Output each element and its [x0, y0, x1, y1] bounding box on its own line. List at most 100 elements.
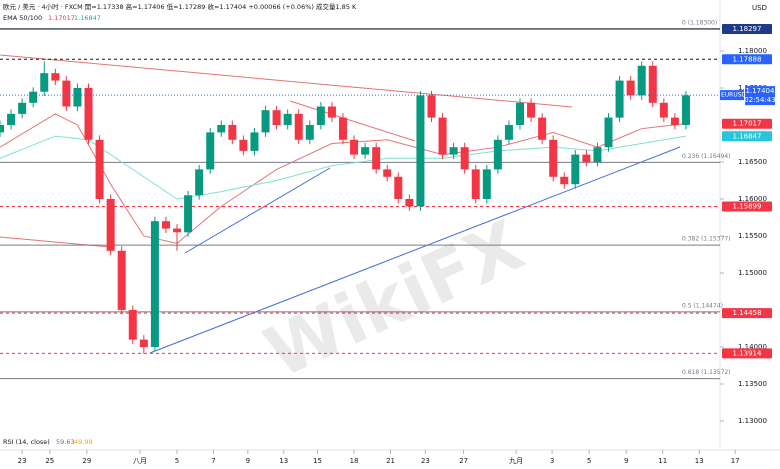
candle-body — [51, 73, 60, 81]
candle-body — [128, 309, 137, 340]
price-tag — [722, 201, 772, 212]
price-tag — [722, 308, 772, 319]
candle-body — [217, 124, 226, 133]
y-tick-label: 1.13000 — [738, 417, 767, 425]
candle-body — [438, 117, 447, 155]
y-tick-label: 1.15000 — [738, 269, 767, 277]
fib-label: 0.236 (1.16494) — [682, 153, 731, 160]
candle-body — [670, 117, 679, 125]
candle-body — [228, 124, 237, 140]
y-tick-label: 1.14000 — [738, 343, 767, 351]
x-tick-label: 25 — [45, 457, 54, 465]
candle-body — [626, 80, 635, 96]
candle-body — [593, 147, 602, 162]
candle-body — [184, 195, 193, 233]
candle-body — [7, 113, 16, 125]
x-tick-label: 17 — [731, 457, 740, 465]
rsi-label: RSI (14, close) — [3, 438, 50, 446]
candle-body — [294, 113, 303, 140]
x-tick-label: 13 — [695, 457, 704, 465]
candle-body — [516, 102, 524, 125]
candle-body — [316, 106, 325, 125]
candle-body — [482, 169, 491, 199]
candle-body — [604, 117, 613, 148]
candle-body — [350, 139, 359, 155]
candle-body — [161, 221, 170, 229]
indicator-value: 1.16847 — [74, 14, 101, 22]
trend-line — [0, 54, 573, 108]
y-tick-label: 1.15500 — [738, 232, 767, 240]
x-tick-label: 23 — [18, 457, 27, 465]
trend-line — [149, 146, 681, 354]
candle-body — [471, 169, 480, 199]
price-tag-label: 1.17017 — [733, 120, 762, 128]
candle-body — [648, 65, 657, 103]
candle-body — [40, 73, 49, 92]
candle-body — [460, 147, 469, 170]
candle-body — [150, 221, 159, 347]
countdown: 02:54:43 — [744, 96, 775, 104]
price-tag-label: 1.18297 — [733, 25, 762, 33]
y-tick-label: 1.16000 — [738, 195, 767, 203]
candle-body — [327, 106, 336, 118]
x-tick-label: 5 — [175, 457, 179, 465]
candle-body — [84, 87, 93, 140]
last-price-tag — [720, 90, 744, 101]
candle-body — [62, 80, 71, 107]
price-tag — [722, 54, 772, 65]
fib-label: 0.618 (1.13572) — [682, 369, 731, 376]
y-tick-label: 1.13500 — [738, 380, 767, 388]
x-tick-label: 5 — [587, 457, 591, 465]
candle-body — [681, 95, 690, 125]
indicator-value: 1.17017 — [48, 14, 75, 22]
rsi-value: 59.63 — [56, 438, 75, 446]
price-tag — [722, 24, 772, 35]
x-tick-label: 13 — [279, 457, 288, 465]
candle-body — [206, 132, 215, 170]
header: 欧元 / 美元 · 4小时 · FXCM 開=1.17338 高=1.17406… — [3, 2, 357, 11]
candle-body — [449, 147, 458, 155]
candle-body — [637, 65, 646, 96]
x-tick-label: 9 — [624, 457, 628, 465]
price-tag-label: 1.15899 — [733, 202, 762, 210]
y-tick-label: 1.16500 — [738, 158, 767, 166]
price-tag — [722, 131, 772, 142]
price-tag — [722, 348, 772, 359]
candle-body — [394, 176, 403, 199]
candle-body — [538, 117, 547, 140]
candle-body — [361, 147, 370, 155]
price-tag-label: 1.16847 — [733, 132, 762, 140]
candle-body — [250, 132, 259, 151]
price-tag-label: 1.13914 — [733, 349, 762, 357]
candle-body — [372, 147, 381, 170]
x-tick-label: 23 — [421, 457, 430, 465]
price-tag-label: 1.17888 — [733, 55, 762, 63]
price-tag-label: 1.14458 — [733, 309, 762, 317]
x-tick-label: 3 — [550, 457, 554, 465]
rsi-value: 49.99 — [74, 438, 93, 446]
candle-body — [527, 102, 536, 118]
candle-body — [195, 169, 204, 196]
candle-body — [383, 169, 392, 177]
candle-body — [0, 124, 4, 133]
indicator-label: EMA 50/100 — [3, 14, 42, 22]
candle-body — [305, 124, 314, 140]
candle-body — [405, 198, 414, 207]
trend-line — [184, 167, 331, 254]
x-tick-label: 27 — [459, 457, 468, 465]
candle-body — [117, 250, 126, 310]
x-tick-label: 29 — [82, 457, 91, 465]
candle-body — [139, 339, 148, 347]
fib-label: 0.382 (1.15377) — [682, 236, 731, 243]
last-price-value: 1.17404 — [746, 87, 775, 95]
x-tick-label: 八月 — [133, 457, 147, 465]
x-tick-label: 九月 — [509, 456, 523, 465]
candle-body — [173, 228, 182, 233]
fib-label: 0.5 (1.14474) — [682, 302, 723, 309]
x-tick-label: 7 — [211, 457, 215, 465]
candle-body — [659, 102, 668, 118]
last-price-tag — [745, 86, 775, 106]
fib-label: 0 (1.18300) — [682, 19, 717, 26]
